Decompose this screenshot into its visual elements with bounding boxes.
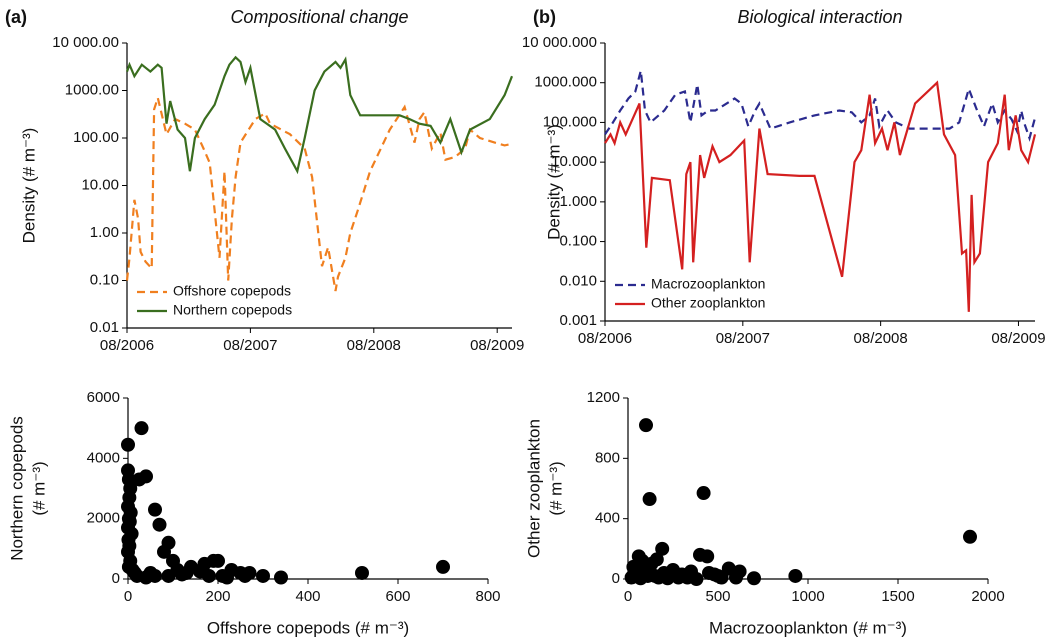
scatter-point <box>639 418 653 433</box>
panel-label: (a) <box>5 7 27 27</box>
chart-title: Compositional change <box>230 7 408 27</box>
y-tick-label: 1.000 <box>559 193 597 210</box>
scatter-point <box>139 570 153 585</box>
x-tick-label: 1500 <box>881 588 914 605</box>
chart-title: Biological interaction <box>737 7 902 27</box>
x-tick-label: 800 <box>475 588 500 605</box>
y-tick-label: 100.00 <box>73 129 119 146</box>
scatter-point <box>132 472 147 487</box>
scatter-point <box>220 570 234 585</box>
y-axis-label: Northern copepods <box>7 416 26 561</box>
y-tick-label: 10.00 <box>81 176 119 193</box>
y-tick-label: 1200 <box>587 389 620 406</box>
scatter-point <box>436 559 450 574</box>
y-tick-label: 1.00 <box>90 224 119 241</box>
scatter-point <box>660 571 675 586</box>
x-tick-label: 08/2008 <box>854 330 908 347</box>
y-tick-label: 0.100 <box>559 233 597 250</box>
y-tick-label: 10 000.00 <box>52 34 119 51</box>
scatter-point <box>238 568 252 583</box>
scatter-point <box>256 568 270 583</box>
x-tick-label: 500 <box>705 588 730 605</box>
y-axis-label: (# m⁻³) <box>546 461 565 515</box>
x-tick-label: 08/2009 <box>470 337 524 354</box>
x-tick-label: 2000 <box>971 588 1004 605</box>
scatter-point <box>747 571 761 586</box>
scatter-point <box>788 568 803 583</box>
series-line <box>125 93 513 292</box>
scatter-point <box>642 492 657 507</box>
y-tick-label: 0.10 <box>90 271 119 288</box>
x-tick-label: 200 <box>205 588 230 605</box>
scatter-point <box>121 437 135 452</box>
scatter-point <box>689 572 704 586</box>
scatter-point <box>355 565 369 580</box>
y-axis-label: Other zooplankton <box>524 419 543 558</box>
x-tick-label: 08/2007 <box>716 330 770 347</box>
series-line <box>125 55 514 175</box>
scatter-point <box>963 529 977 544</box>
x-tick-label: 600 <box>385 588 410 605</box>
scatter-point <box>274 570 288 585</box>
y-tick-label: 0.01 <box>90 319 119 336</box>
scatter-point <box>644 556 659 571</box>
y-tick-label: 0.001 <box>559 312 597 329</box>
scatter-point <box>702 565 716 580</box>
y-tick-label: 800 <box>595 449 620 466</box>
y-tick-label: 0.010 <box>559 272 597 289</box>
y-tick-label: 6000 <box>87 389 120 406</box>
legend-label: Offshore copepods <box>173 283 291 299</box>
scatter-point <box>714 570 729 585</box>
series-line <box>604 80 1037 312</box>
scatter-point <box>696 486 711 501</box>
series-line <box>604 70 1037 142</box>
x-tick-label: 0 <box>624 588 632 605</box>
y-tick-label: 1000.00 <box>65 81 119 98</box>
scatter-point <box>157 544 171 559</box>
y-tick-label: 10 000.000 <box>522 34 597 51</box>
y-axis-label: (# m⁻³) <box>29 461 48 515</box>
scatter-point <box>179 565 194 580</box>
x-tick-label: 0 <box>124 588 132 605</box>
y-axis-label: Density (# m⁻³) <box>544 124 563 240</box>
scatter-point <box>655 541 670 556</box>
x-tick-label: 08/2007 <box>223 337 277 354</box>
legend-label: Macrozooplankton <box>651 276 765 292</box>
scatter-point <box>152 517 167 532</box>
scatter-point <box>148 502 162 517</box>
y-tick-label: 400 <box>595 510 620 527</box>
y-tick-label: 4000 <box>87 449 120 466</box>
x-tick-label: 400 <box>295 588 320 605</box>
x-tick-label: 08/2006 <box>100 337 154 354</box>
x-tick-label: 08/2009 <box>991 330 1045 347</box>
scatter-point <box>211 553 225 568</box>
y-tick-label: 10.000 <box>551 153 597 170</box>
scatter-point <box>202 568 216 583</box>
legend-label: Other zooplankton <box>651 295 765 311</box>
y-tick-label: 100.000 <box>543 113 597 130</box>
x-tick-label: 08/2008 <box>347 337 401 354</box>
y-tick-label: 2000 <box>87 510 120 527</box>
y-tick-label: 1000.000 <box>534 74 597 91</box>
scatter-point <box>134 421 149 436</box>
x-tick-label: 08/2006 <box>578 330 632 347</box>
x-tick-label: 1000 <box>791 588 824 605</box>
y-tick-label: 0 <box>112 570 120 587</box>
scatter-point <box>729 570 743 585</box>
scatter-point <box>161 568 176 583</box>
legend-label: Northern copepods <box>173 302 292 318</box>
y-axis-label: Density (# m⁻³) <box>19 128 38 244</box>
x-axis-label: Macrozooplankton (# m⁻³) <box>709 618 907 637</box>
scatter-point <box>640 568 655 583</box>
scatter-point <box>700 549 715 564</box>
x-axis-label: Offshore copepods (# m⁻³) <box>207 618 409 637</box>
y-tick-label: 0 <box>612 570 620 587</box>
panel-label: (b) <box>533 7 556 27</box>
